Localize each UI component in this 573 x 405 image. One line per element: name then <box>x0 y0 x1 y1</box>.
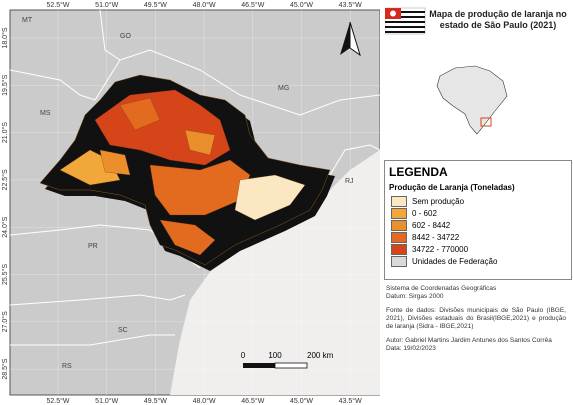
state-label: RS <box>62 363 72 370</box>
state-label: RJ <box>345 178 354 185</box>
legend: LEGENDA Produção de Laranja (Toneladas) … <box>384 160 572 280</box>
grid-label-left: 25.5°S <box>1 264 9 285</box>
brazil-inset <box>436 65 508 135</box>
grid-label-top: 51.0°W <box>95 1 118 9</box>
state-label: MG <box>278 85 289 92</box>
legend-label: Unidades de Federação <box>412 256 498 266</box>
grid-label-bottom: 43.5°W <box>339 397 362 405</box>
grid-label-bottom: 49.5°W <box>144 397 167 405</box>
grid-label-top: 48.0°W <box>193 1 216 9</box>
credits-line: Fonte de dados: Divisões municipais de S… <box>386 307 566 330</box>
legend-swatch <box>391 243 407 255</box>
scale-bar <box>243 362 308 369</box>
legend-label: Sem produção <box>412 196 465 206</box>
grid-label-left: 24.0°S <box>1 216 9 237</box>
grid-label-bottom: 45.0°W <box>290 397 313 405</box>
legend-item: Unidades de Federação <box>391 255 571 267</box>
grid-label-left: 18.0°S <box>1 27 9 48</box>
legend-item: 602 - 8442 <box>391 219 571 231</box>
credits-line: Sistema de Coordenadas Geográficas <box>386 285 497 292</box>
grid-label-top: 49.5°W <box>144 1 167 9</box>
legend-label: 34722 - 770000 <box>412 244 469 254</box>
legend-swatch <box>391 231 407 243</box>
north-arrow <box>340 21 361 57</box>
legend-item: Sem produção <box>391 195 571 207</box>
credits-block: Autor: Gabriel Martins Jardim Antunes do… <box>386 337 566 353</box>
credits: Sistema de Coordenadas Geográficas Datum:… <box>386 285 566 359</box>
legend-heading: LEGENDA <box>389 165 448 179</box>
map: 52.5°W 51.0°W 49.5°W 48.0°W 46.5°W 45.0°W 43.5… <box>1 1 381 405</box>
ocean <box>170 150 380 395</box>
title: Mapa de produção de laranja no estado de… <box>429 9 567 30</box>
grid-label-bottom: 51.0°W <box>95 397 118 405</box>
municipalities <box>59 89 306 256</box>
credits-line: Datum: Sirgas 2000 <box>386 293 444 300</box>
credits-line: Autor: Gabriel Martins Jardim Antunes do… <box>386 337 552 344</box>
grid-label-left: 22.5°S <box>1 169 9 190</box>
flag <box>385 7 426 35</box>
legend-swatch <box>391 219 407 231</box>
scale-label: 200 km <box>307 351 334 360</box>
grid-label-left: 19.5°S <box>1 74 9 95</box>
legend-item: 0 - 602 <box>391 207 571 219</box>
grid-label-left: 28.5°S <box>1 358 9 379</box>
state-label: GO <box>120 33 131 40</box>
legend-label: 602 - 8442 <box>412 220 451 230</box>
inset-highlight <box>480 117 492 127</box>
legend-label: 0 - 602 <box>412 208 437 218</box>
state-label: PR <box>88 243 98 250</box>
grid-label-bottom: 52.5°W <box>46 397 69 405</box>
grid-label-top: 52.5°W <box>46 1 69 9</box>
grid-label-top: 46.5°W <box>241 1 264 9</box>
scale-label: 100 <box>268 351 282 360</box>
credits-block: Fonte de dados: Divisões municipais de S… <box>386 307 566 331</box>
legend-item: 8442 - 34722 <box>391 231 571 243</box>
grid-label-top: 43.5°W <box>339 1 362 9</box>
grid-label-top: 45.0°W <box>290 1 313 9</box>
legend-swatch <box>391 207 407 219</box>
legend-items: Sem produção 0 - 602 602 - 8442 8442 - 3472… <box>385 195 571 267</box>
grid-label-left: 21.0°S <box>1 122 9 143</box>
state-label: SC <box>118 327 128 334</box>
legend-item: 34722 - 770000 <box>391 243 571 255</box>
header-graphics <box>385 7 508 135</box>
grid-label-bottom: 48.0°W <box>193 397 216 405</box>
state-label: MT <box>22 17 33 24</box>
legend-subheading: Produção de Laranja (Toneladas) <box>389 183 515 192</box>
grid-label-left: 27.0°S <box>1 311 9 332</box>
legend-swatch <box>391 255 407 267</box>
scale-label: 0 <box>241 351 246 360</box>
credits-block: Sistema de Coordenadas Geográficas Datum:… <box>386 285 566 301</box>
credits-line: Data: 19/02/2023 <box>386 345 436 352</box>
legend-label: 8442 - 34722 <box>412 232 460 242</box>
grid-label-bottom: 46.5°W <box>241 397 264 405</box>
legend-swatch <box>391 195 407 207</box>
state-label: MS <box>40 110 51 117</box>
